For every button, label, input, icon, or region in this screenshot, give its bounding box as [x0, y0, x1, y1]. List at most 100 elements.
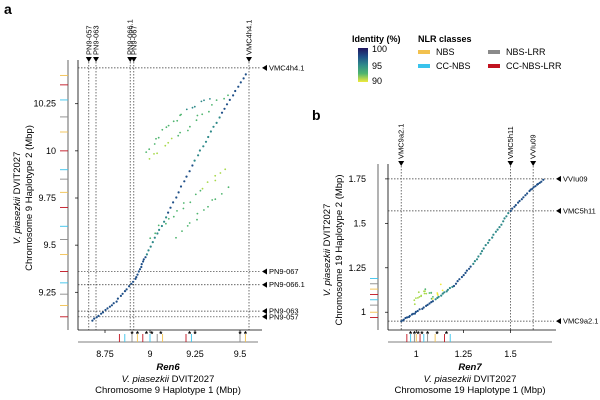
panel-a-duplication-3-point — [207, 205, 209, 208]
panel-a-main-diagonal-point — [198, 149, 201, 152]
panel-a-duplication-2-point — [154, 232, 157, 235]
panel-a-main-diagonal-point — [197, 154, 200, 157]
panel-a-main-diagonal-point — [151, 241, 154, 244]
panel-a-duplication-4-point — [195, 119, 198, 122]
panel-a-x-marker-label: PN9-066.1 — [126, 19, 135, 55]
panel-b-x-marker-triangle — [507, 161, 514, 166]
panel-b-y-tick-label: 1.5 — [353, 218, 366, 228]
panel-b-x-tick-label: 1.25 — [455, 349, 473, 359]
panel-a-main-diagonal-point — [115, 300, 118, 303]
panel-a-main-diagonal-point — [209, 130, 212, 133]
panel-a-duplication-2-point — [199, 189, 202, 192]
panel-a-duplication-1-point — [165, 126, 168, 129]
panel-a-duplication-1-point — [191, 106, 194, 109]
panel-b-main-diagonal-point — [426, 303, 429, 306]
panel-a-main-diagonal-point — [225, 103, 229, 106]
panel-b-main-diagonal-point — [412, 312, 415, 315]
panel-a-y-marker-triangle — [262, 308, 267, 315]
panel-a-duplication-1-point — [153, 143, 156, 145]
panel-a-main-diagonal-point — [204, 140, 208, 143]
panel-b-main-diagonal-point — [526, 192, 529, 195]
panel-b-main-diagonal-point — [452, 284, 456, 288]
panel-a-x-marker-triangle — [246, 57, 252, 62]
panel-a-main-diagonal-point — [232, 94, 235, 97]
panel-b-main-diagonal-point — [492, 233, 495, 236]
panel-b-y-axis-title-line2: Chromosome 19 Haplotype 2 (Mbp) — [334, 174, 345, 325]
panel-b-cluster-point — [436, 292, 439, 294]
panel-b-main-diagonal-point — [532, 186, 535, 189]
panel-a-duplication-1-point — [176, 119, 179, 122]
panel-a-main-diagonal-point — [175, 196, 178, 199]
panel-a-main-diagonal-point — [97, 314, 100, 317]
panel-a-main-diagonal-point — [160, 224, 163, 228]
nlr-label-cc-nbs-lrr: CC-NBS-LRR — [506, 61, 562, 71]
panel-b-cluster-point — [441, 289, 444, 292]
panel-b-y-accession: DVIT2027 — [322, 204, 333, 249]
panel-b-x-nlr-star: * — [409, 330, 413, 339]
panel-b-main-diagonal-point — [416, 309, 419, 313]
panel-a-duplication-2-point — [149, 237, 152, 240]
panel-b-main-diagonal-point — [456, 280, 459, 283]
panel-b-main-diagonal-point — [522, 196, 525, 199]
panel-a-duplication-2-point — [214, 174, 217, 177]
panel-a-x-nlr-star: * — [244, 330, 248, 339]
panel-a-duplication-4-point — [208, 110, 210, 113]
panel-a-duplication-4-point — [201, 113, 204, 116]
panel-a-x-marker-triangle — [85, 57, 92, 62]
panel-b-main-diagonal-point — [509, 209, 512, 212]
panel-b-y-marker-label: VMC5h11 — [563, 206, 596, 215]
panel-b-main-diagonal-point — [443, 291, 446, 294]
panel-a-y-marker-label: PN9-057 — [269, 312, 299, 321]
panel-b-y-tick-label: 1 — [361, 307, 366, 317]
identity-tick-90: 90 — [372, 76, 382, 86]
panel-a-main-diagonal-point — [106, 307, 109, 310]
panel-b-main-diagonal-point — [418, 308, 421, 311]
panel-a-duplication-4-point — [211, 104, 213, 106]
panel-b-main-diagonal-point — [441, 292, 444, 295]
panel-a-y-tick-label: 9.25 — [38, 287, 56, 297]
panel-a-x-nlr-star: * — [193, 330, 197, 339]
panel-b-y-tick-label: 1.75 — [348, 174, 366, 184]
panel-b-cluster-point — [425, 292, 428, 295]
panel-a-x-marker-label: PN9-057 — [84, 25, 93, 55]
panel-a-duplication-3-point — [211, 199, 214, 201]
panel-a-main-diagonal-point — [172, 201, 175, 204]
panel-b-dotplot: VMC9a2.1 VMC5h11 VVIu09 VVIu09 VMC5h11 VMC9a2… — [322, 124, 598, 396]
panel-b-y-tick-label: 1.25 — [348, 263, 366, 273]
panel-b-x-accession: DVIT2027 — [471, 374, 516, 385]
panel-a-y-marker-label: VMC4h4.1 — [269, 63, 304, 72]
panel-b-label: b — [312, 107, 321, 123]
panel-a-y-tick-label: 9.5 — [43, 240, 56, 250]
panel-a-main-diagonal-point — [183, 180, 186, 183]
panel-a-x-axis-title: V. piasezkii DVIT2027 — [122, 374, 215, 385]
panel-b-main-diagonal-point — [511, 207, 514, 210]
panel-b-main-diagonal-point — [494, 230, 497, 233]
panel-a-duplication-3-point — [186, 225, 189, 227]
panel-a-main-diagonal-point — [218, 116, 221, 119]
panel-b-cluster-point — [432, 296, 434, 298]
panel-b-main-diagonal-point — [451, 285, 454, 288]
panel-a-main-diagonal-point — [185, 175, 188, 178]
panel-b-x-axis-title: V. piasezkii DVIT2027 — [424, 374, 517, 385]
panel-b-main-diagonal-point — [531, 187, 534, 190]
panel-b-x-gene-label: Ren7 — [458, 362, 482, 373]
panel-a-main-diagonal-point — [147, 249, 150, 252]
panel-b-main-diagonal-point — [454, 282, 458, 285]
panel-a-duplication-1-point — [155, 137, 157, 140]
panel-b-cluster-point — [418, 296, 421, 298]
panel-a-main-diagonal-point — [153, 236, 156, 239]
panel-a-main-diagonal-point — [179, 185, 183, 188]
panel-b-main-diagonal-point — [445, 290, 448, 293]
panel-b-main-diagonal-point — [408, 314, 411, 318]
panel-a-main-diagonal-point — [142, 260, 145, 263]
panel-b-x-marker-label: VMC9a2.1 — [397, 124, 406, 159]
panel-b-main-diagonal-point — [484, 244, 487, 247]
panel-a-x-accession: DVIT2027 — [169, 374, 214, 385]
panel-a-duplication-2-point — [157, 224, 160, 227]
panel-b-main-diagonal-point — [460, 275, 463, 279]
panel-a-y-axis-title: V. piasezkii DVIT2027 — [12, 152, 23, 245]
panel-a-duplication-4-point — [170, 137, 173, 140]
panel-a-duplication-2-point — [182, 202, 185, 204]
panel-a-x-marker-triangle — [93, 57, 99, 62]
panel-a-x-nlr-star: * — [130, 330, 134, 339]
